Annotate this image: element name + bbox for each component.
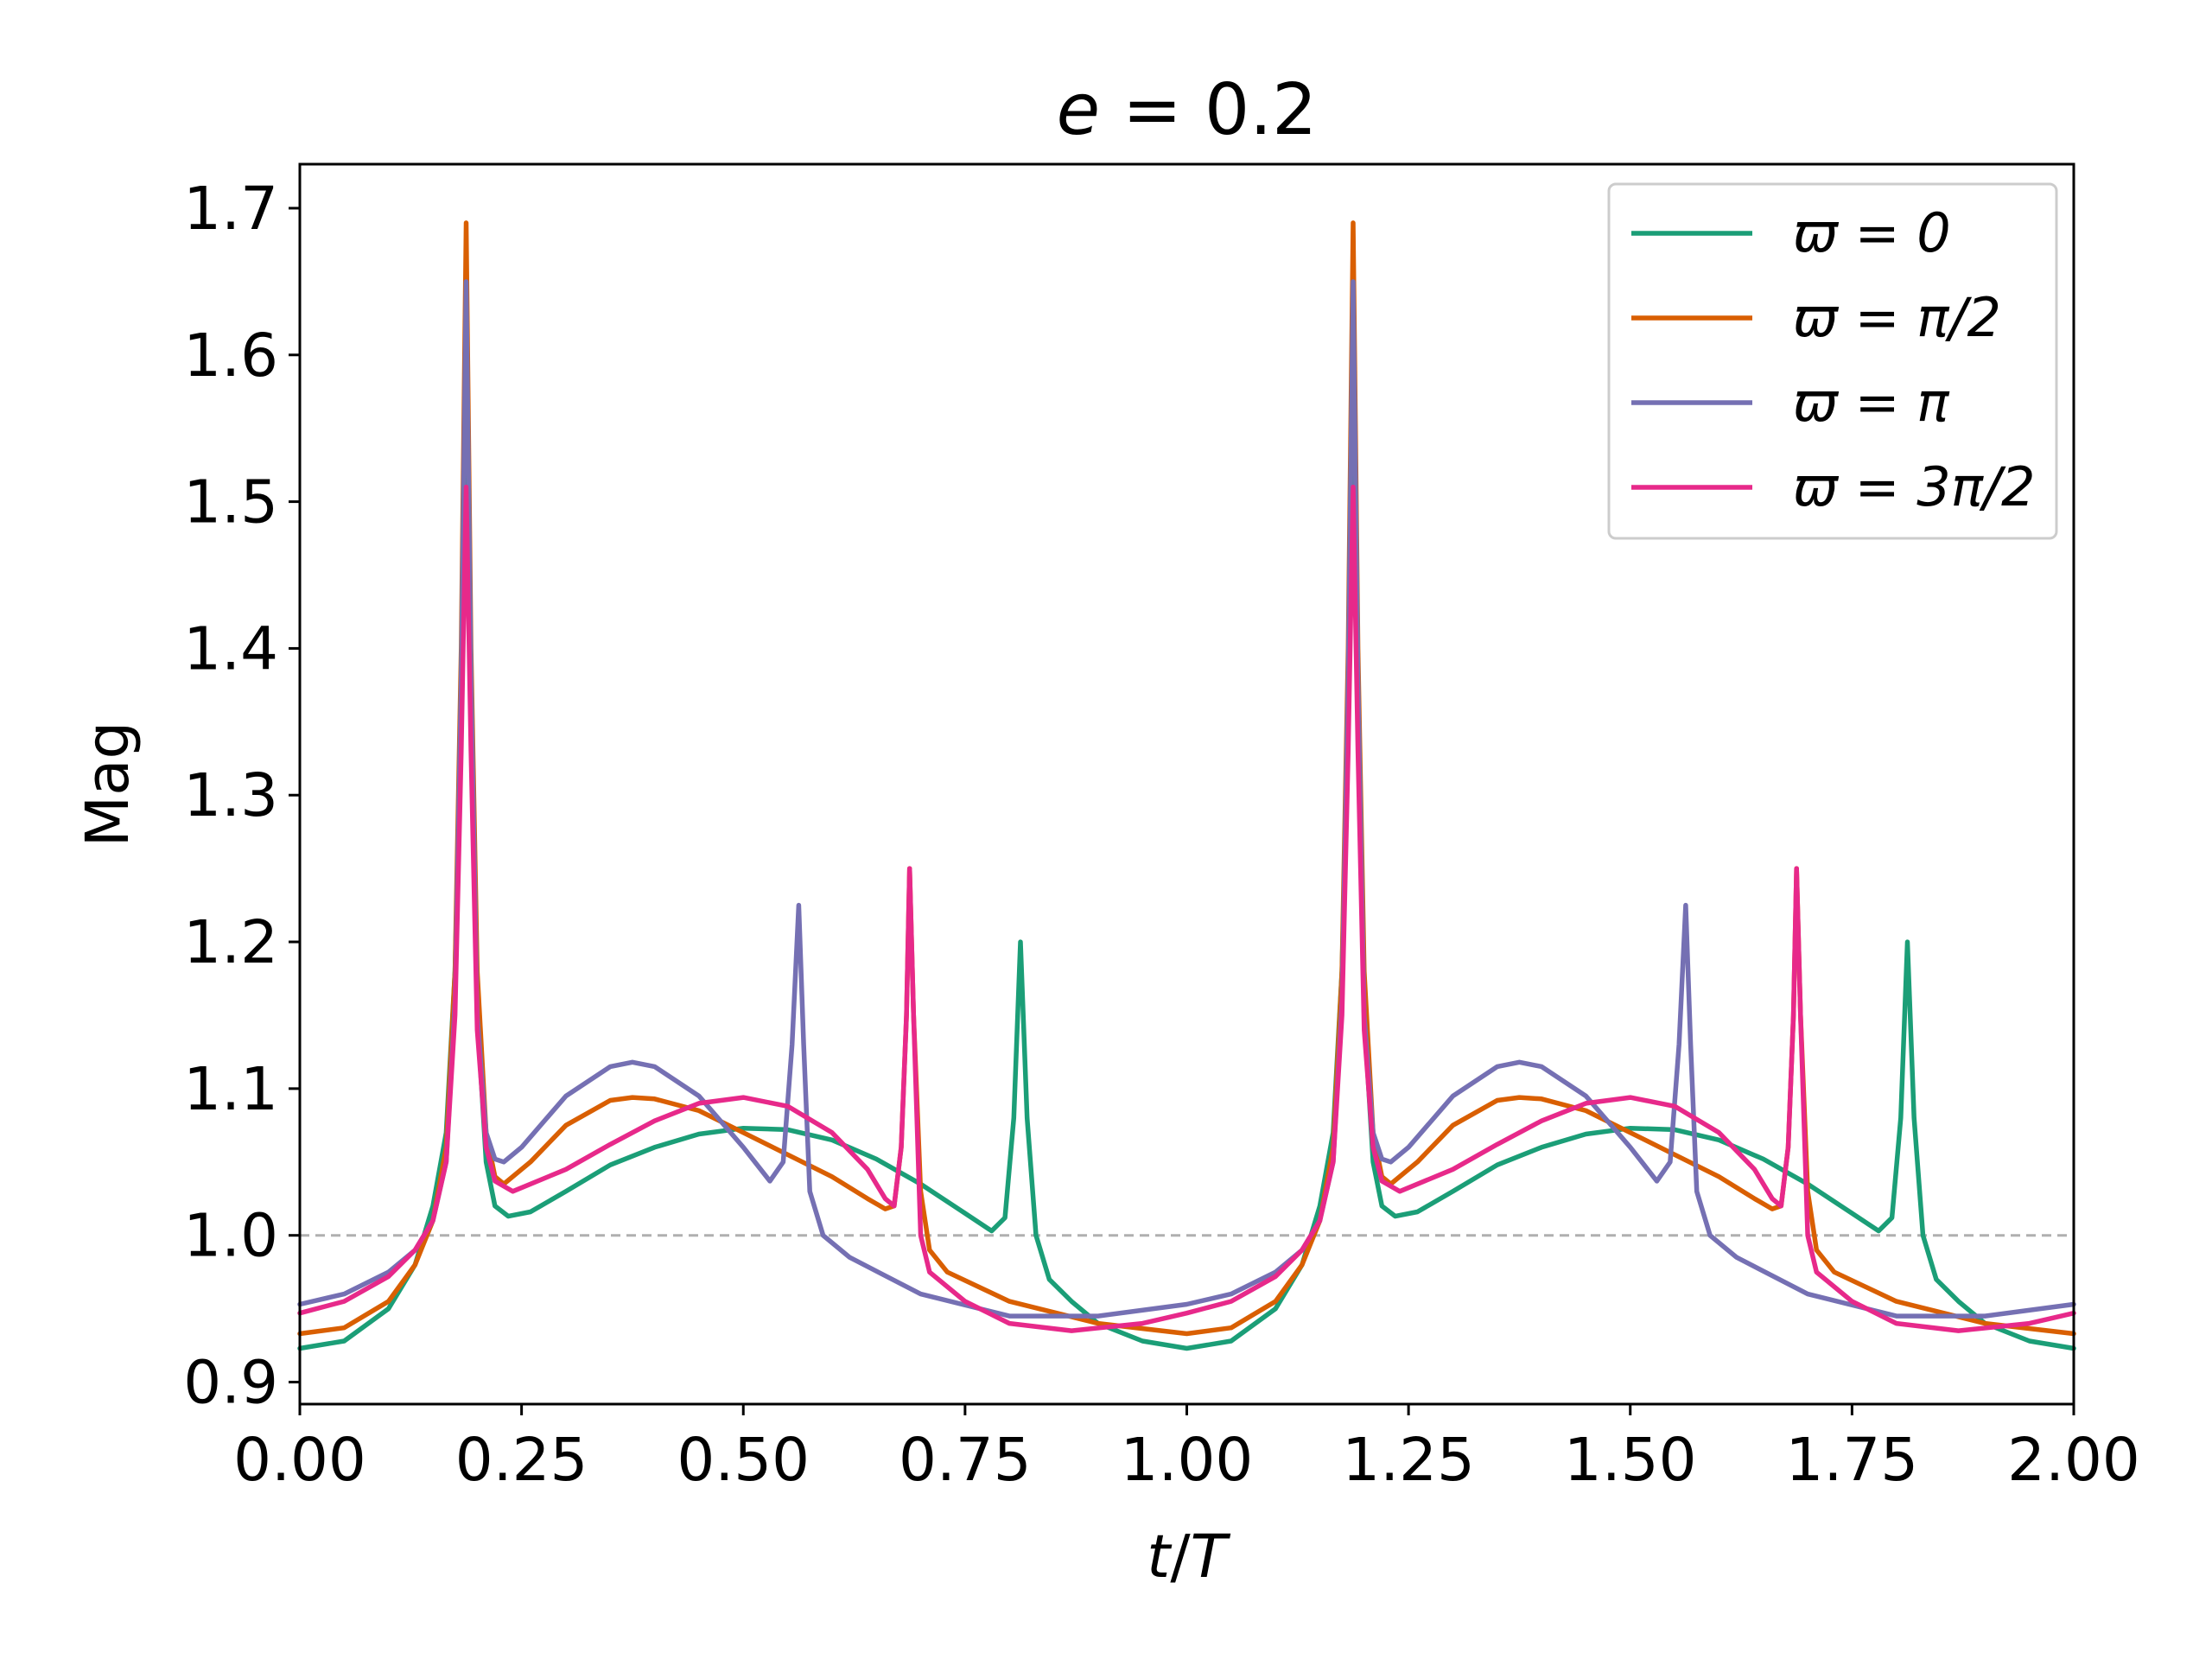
x-tick-label: 2.00	[2007, 1426, 2140, 1495]
y-tick-label: 1.2	[183, 908, 278, 977]
series-line-0	[297, 410, 2076, 1351]
legend-label-2: ϖ = π	[1793, 371, 1950, 434]
y-tick-label: 1.6	[183, 321, 278, 391]
title-equals: =	[1100, 69, 1205, 151]
y-tick-label: 1.7	[183, 175, 278, 244]
legend-label-3: ϖ = 3π/2	[1793, 455, 2035, 518]
y-tick-label: 1.3	[183, 761, 278, 830]
x-axis-title: t/T	[1147, 1522, 1230, 1592]
y-tick-label: 1.1	[183, 1055, 278, 1124]
x-tick-label: 0.50	[677, 1426, 810, 1495]
x-tick-label: 1.00	[1121, 1426, 1254, 1495]
x-tick-label: 0.25	[455, 1426, 588, 1495]
title-value: 0.2	[1205, 69, 1317, 151]
x-axis-title-slash: /	[1170, 1522, 1191, 1592]
x-axis-title-t: t	[1147, 1522, 1173, 1592]
x-axis-title-T: T	[1191, 1522, 1231, 1592]
chart-title: e = 0.2	[1057, 69, 1318, 151]
x-tick-label: 0.00	[233, 1426, 366, 1495]
x-tick-label: 0.75	[899, 1426, 1032, 1495]
x-tick-label: 1.75	[1786, 1426, 1919, 1495]
y-tick-label: 1.0	[183, 1202, 278, 1271]
y-tick-label: 1.4	[183, 614, 278, 683]
y-tick-label: 1.5	[183, 468, 278, 537]
legend-label-1: ϖ = π/2	[1793, 286, 2001, 349]
title-variable: e	[1057, 69, 1100, 151]
x-tick-label: 1.25	[1342, 1426, 1475, 1495]
legend-label-0: ϖ = 0	[1793, 201, 1951, 264]
y-axis-title: Mag	[73, 721, 143, 848]
y-tick-label: 0.9	[183, 1349, 278, 1418]
series-line-3	[297, 484, 2076, 1333]
legend: ϖ = 0 ϖ = π/2 ϖ = π ϖ = 3π/2	[1607, 182, 2058, 540]
x-tick-label: 1.50	[1564, 1426, 1697, 1495]
legend-box	[1607, 182, 2058, 540]
